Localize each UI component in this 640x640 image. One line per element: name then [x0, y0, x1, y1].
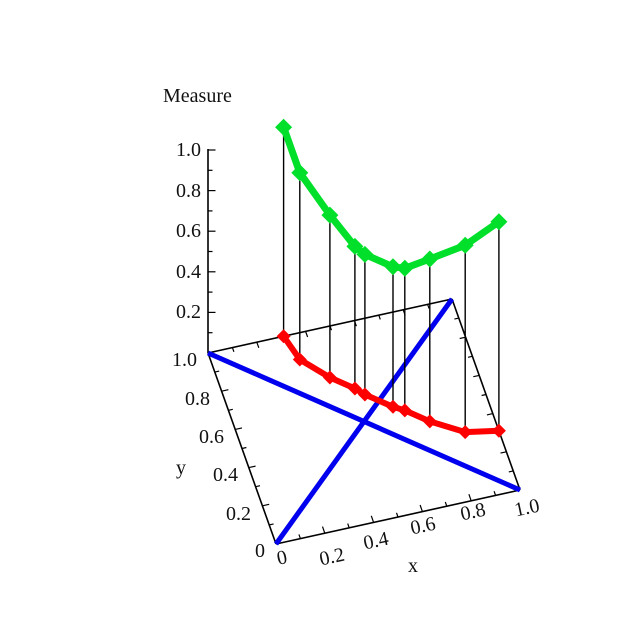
y-tick-label: 0.2: [226, 503, 251, 525]
path-point: [422, 414, 437, 429]
y-axis-tick: [248, 465, 256, 469]
path-point: [322, 370, 337, 385]
measure-point: [291, 164, 309, 182]
z-tick-label: 1.0: [176, 139, 201, 161]
x-axis-tick: [370, 515, 375, 523]
measure-point: [346, 237, 364, 255]
measure-point: [275, 118, 293, 136]
measure-point: [490, 213, 508, 231]
y-tick-label: 0.6: [199, 426, 224, 448]
z-tick-label: 0.6: [176, 220, 201, 242]
base-path-line: [280, 333, 502, 436]
right-edge-tick: [467, 355, 473, 358]
y-axis-tick: [214, 370, 220, 373]
y-tick-label: 0.4: [213, 464, 238, 486]
right-edge-tick: [473, 374, 480, 378]
path-point: [386, 399, 400, 414]
y-axis-tick: [228, 408, 233, 411]
top-edge-tick: [378, 314, 381, 320]
y-tick-label: 1.0: [172, 349, 197, 371]
x-axis-tick: [298, 534, 301, 539]
y-axis-tick: [269, 523, 274, 526]
path-point: [292, 352, 307, 367]
path-point: [491, 423, 506, 438]
measure-point: [396, 259, 414, 277]
x-axis-tick: [468, 494, 472, 501]
path-point: [458, 425, 473, 440]
x-axis-tick: [419, 504, 423, 512]
x-axis-tick: [444, 501, 448, 507]
right-edge-tick: [500, 451, 507, 454]
x-axis-title: x: [408, 555, 418, 577]
top-edge-tick: [256, 341, 260, 349]
y-axis-tick: [255, 485, 261, 488]
z-tick-label: 0.8: [176, 180, 201, 202]
x-axis-tick: [347, 523, 350, 529]
y-tick-label: 0.8: [185, 388, 210, 410]
z-tick-label: 0.4: [176, 261, 201, 283]
diagonal-line-2: [273, 297, 455, 546]
measure-point: [384, 258, 402, 276]
path-point: [357, 387, 372, 402]
measure-point: [421, 250, 439, 268]
y-tick-label: 0: [255, 540, 265, 562]
top-edge-tick: [305, 331, 309, 338]
top-edge-tick: [231, 347, 235, 353]
measure-line: [280, 123, 503, 272]
path-point: [276, 329, 291, 344]
top-edge-tick: [427, 304, 430, 309]
z-tick-label: 0.2: [176, 301, 201, 323]
y-axis-tick: [235, 427, 243, 430]
x-axis-tick: [493, 490, 497, 496]
right-edge-tick: [454, 317, 459, 320]
y-axis-tick: [262, 503, 270, 507]
path-point: [397, 403, 412, 418]
y-axis-tick: [241, 446, 247, 450]
plot-title: Measure: [163, 85, 232, 107]
measure-point: [321, 206, 339, 224]
path-point: [347, 381, 362, 396]
right-edge-tick: [508, 470, 514, 473]
x-axis-tick: [321, 526, 326, 534]
measure-point: [456, 236, 474, 254]
right-edge-tick: [486, 413, 493, 416]
y-axis-title: y: [176, 457, 186, 479]
x-axis-tick: [395, 512, 399, 518]
y-axis-tick: [221, 389, 229, 392]
measure-point: [356, 245, 374, 263]
right-edge-tick: [481, 393, 487, 397]
